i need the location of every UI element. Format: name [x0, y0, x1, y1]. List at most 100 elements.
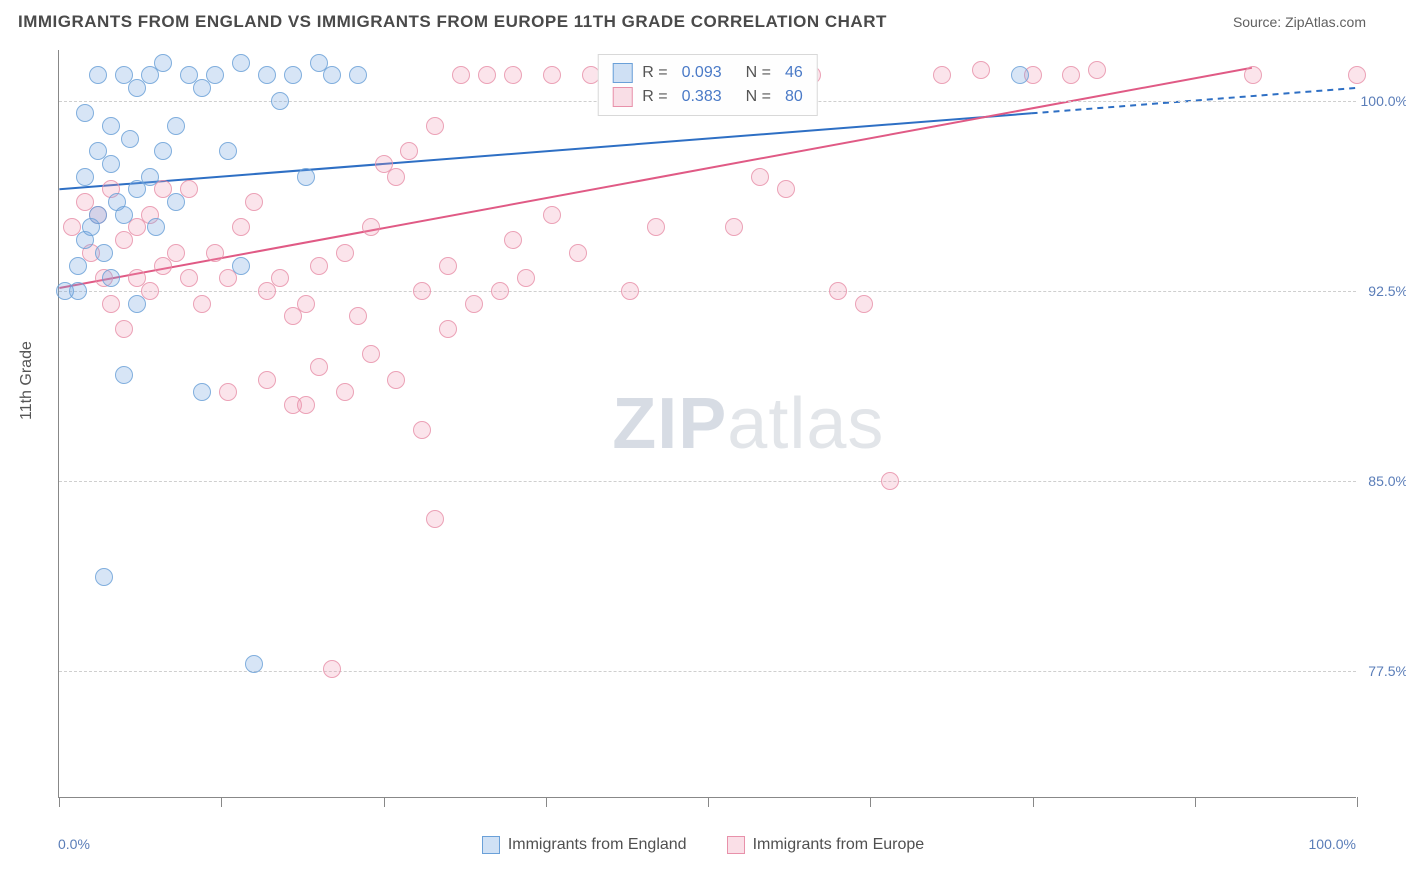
data-point: [102, 117, 120, 135]
data-point: [621, 282, 639, 300]
data-point: [362, 218, 380, 236]
data-point: [102, 295, 120, 313]
source-label: Source: ZipAtlas.com: [1233, 14, 1366, 30]
data-point: [76, 168, 94, 186]
stats-row-england: R =0.093 N =46: [612, 61, 803, 85]
data-point: [232, 257, 250, 275]
data-point: [426, 510, 444, 528]
data-point: [56, 282, 74, 300]
data-point: [323, 66, 341, 84]
x-tick: [870, 797, 871, 807]
data-point: [206, 244, 224, 262]
data-point: [154, 142, 172, 160]
data-point: [115, 366, 133, 384]
data-point: [89, 66, 107, 84]
x-tick: [1357, 797, 1358, 807]
data-point: [387, 371, 405, 389]
data-point: [504, 66, 522, 84]
legend-item-europe: Immigrants from Europe: [727, 836, 925, 854]
data-point: [855, 295, 873, 313]
data-point: [219, 383, 237, 401]
data-point: [751, 168, 769, 186]
data-point: [284, 66, 302, 84]
data-point: [258, 66, 276, 84]
data-point: [167, 193, 185, 211]
data-point: [777, 180, 795, 198]
y-tick-label: 92.5%: [1368, 283, 1406, 299]
data-point: [245, 655, 263, 673]
data-point: [478, 66, 496, 84]
data-point: [349, 307, 367, 325]
data-point: [115, 320, 133, 338]
data-point: [400, 142, 418, 160]
data-point: [504, 231, 522, 249]
data-point: [413, 282, 431, 300]
data-point: [297, 168, 315, 186]
data-point: [362, 345, 380, 363]
data-point: [271, 269, 289, 287]
data-point: [115, 206, 133, 224]
correlation-stats-box: R =0.093 N =46 R =0.383 N =80: [597, 54, 818, 116]
data-point: [1088, 61, 1106, 79]
data-point: [167, 244, 185, 262]
data-point: [258, 371, 276, 389]
scatter-chart: ZIPatlas R =0.093 N =46 R =0.383 N =80 1…: [58, 50, 1356, 798]
data-point: [271, 92, 289, 110]
data-point: [193, 383, 211, 401]
y-tick-label: 100.0%: [1361, 93, 1406, 109]
gridline: [59, 291, 1356, 292]
chart-title: IMMIGRANTS FROM ENGLAND VS IMMIGRANTS FR…: [18, 12, 887, 32]
data-point: [426, 117, 444, 135]
data-point: [647, 218, 665, 236]
data-point: [972, 61, 990, 79]
data-point: [465, 295, 483, 313]
stats-row-europe: R =0.383 N =80: [612, 85, 803, 109]
data-point: [232, 54, 250, 72]
y-tick-label: 77.5%: [1368, 663, 1406, 679]
x-tick: [384, 797, 385, 807]
data-point: [167, 117, 185, 135]
x-tick: [1033, 797, 1034, 807]
watermark: ZIPatlas: [612, 383, 884, 465]
data-point: [82, 218, 100, 236]
y-tick-label: 85.0%: [1368, 473, 1406, 489]
data-point: [219, 142, 237, 160]
legend-item-england: Immigrants from England: [482, 836, 687, 854]
data-point: [569, 244, 587, 262]
data-point: [121, 130, 139, 148]
data-point: [413, 421, 431, 439]
data-point: [206, 66, 224, 84]
data-point: [154, 54, 172, 72]
data-point: [297, 396, 315, 414]
data-point: [232, 218, 250, 236]
data-point: [193, 295, 211, 313]
x-tick: [59, 797, 60, 807]
data-point: [297, 295, 315, 313]
x-tick: [1195, 797, 1196, 807]
data-point: [336, 244, 354, 262]
data-point: [245, 193, 263, 211]
data-point: [439, 320, 457, 338]
data-point: [102, 155, 120, 173]
data-point: [310, 358, 328, 376]
data-point: [76, 104, 94, 122]
data-point: [829, 282, 847, 300]
data-point: [1348, 66, 1366, 84]
bottom-legend: Immigrants from England Immigrants from …: [0, 836, 1406, 854]
data-point: [1244, 66, 1262, 84]
data-point: [128, 295, 146, 313]
x-tick: [221, 797, 222, 807]
data-point: [933, 66, 951, 84]
data-point: [881, 472, 899, 490]
data-point: [387, 168, 405, 186]
data-point: [69, 257, 87, 275]
data-point: [725, 218, 743, 236]
data-point: [323, 660, 341, 678]
data-point: [452, 66, 470, 84]
trend-lines: [59, 50, 1356, 797]
data-point: [543, 66, 561, 84]
data-point: [180, 269, 198, 287]
data-point: [102, 269, 120, 287]
data-point: [310, 257, 328, 275]
gridline: [59, 481, 1356, 482]
